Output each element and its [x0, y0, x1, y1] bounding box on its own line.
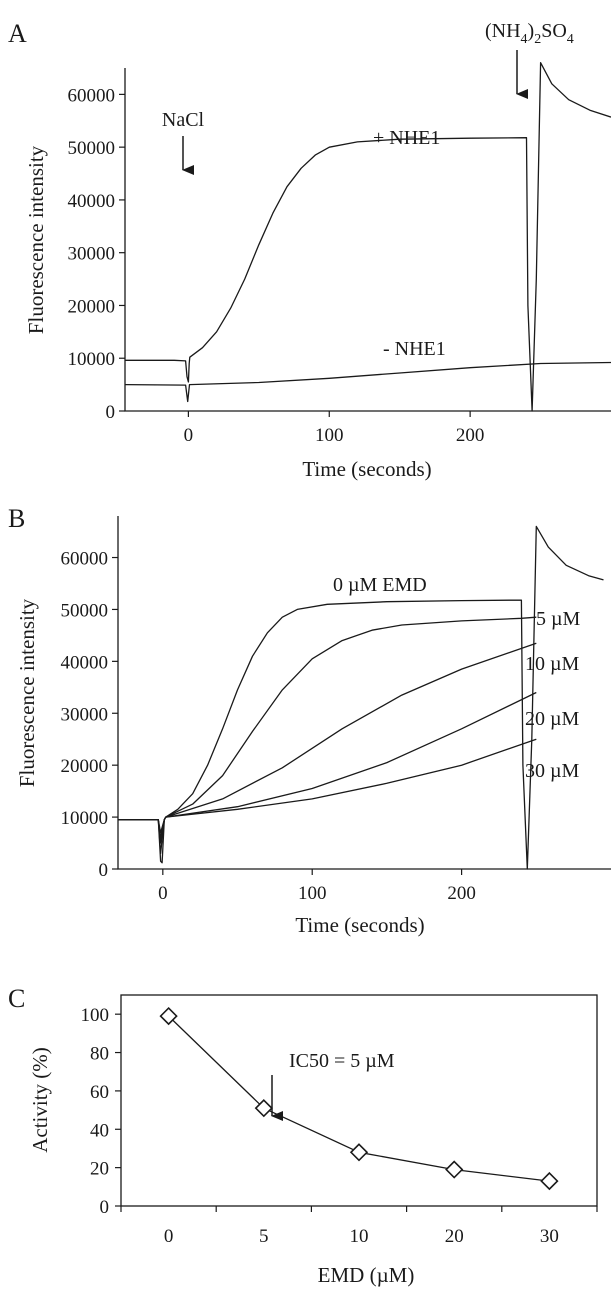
y-tick-label: 0 [106, 402, 116, 423]
data-point-diamond [254, 1099, 273, 1118]
y-tick-label: 0 [100, 1197, 110, 1218]
panel-c-y-ticks: 0 20 40 60 80 100 [81, 1005, 121, 1218]
y-tick-label: 40000 [61, 652, 109, 673]
panel-b-axes [117, 516, 611, 870]
series-label-minus-nhe1: - NHE1 [383, 338, 446, 360]
panel-c-y-axis-title: Activity (%) [28, 1047, 52, 1153]
y-tick-label: 80 [90, 1044, 109, 1065]
panel-b-y-axis-title: Fluorescence intensity [15, 598, 39, 787]
panel-c-series [159, 1006, 559, 1191]
panel-b-x-axis-title: Time (seconds) [295, 913, 424, 937]
series-label-0um-emd: 0 µM EMD [333, 574, 427, 596]
y-tick-label: 10000 [61, 808, 109, 829]
series-line-2 [118, 642, 537, 844]
nacl-label: NaCl [162, 109, 205, 131]
ic50-label: IC50 = 5 µM [289, 1050, 395, 1072]
y-tick-label: 60 [90, 1082, 109, 1103]
y-tick-label: 60000 [61, 549, 109, 570]
series-label-5um: 5 µM [536, 608, 581, 630]
y-tick-label: 50000 [61, 600, 109, 621]
panel-b-y-ticks: 0 10000 20000 30000 40000 50000 60000 [61, 549, 118, 881]
x-tick-label: 0 [158, 883, 168, 904]
panel-c-x-ticks: 0 5 10 20 30 [120, 1206, 598, 1247]
panel-c-letter: C [8, 984, 25, 1013]
data-point-diamond [159, 1006, 178, 1026]
series-line-1 [118, 616, 537, 855]
panel-a-axes [124, 68, 611, 412]
x-tick-label: 100 [315, 425, 344, 446]
y-tick-label: 30000 [61, 704, 109, 725]
series-label-10um: 10 µM [525, 653, 580, 675]
y-tick-label: 30000 [68, 244, 116, 265]
x-tick-label: 0 [184, 425, 194, 446]
series-label-30um: 30 µM [525, 760, 580, 782]
y-tick-label: 20000 [68, 296, 116, 317]
y-tick-label: 50000 [68, 138, 116, 159]
panel-c-frame [120, 994, 598, 1207]
x-tick-label: 5 [259, 1226, 269, 1247]
y-tick-label: 40000 [68, 191, 116, 212]
y-tick-label: 20000 [61, 756, 109, 777]
data-point-diamond [540, 1171, 559, 1191]
series-line-4 [118, 738, 537, 834]
panel-a-x-ticks: 0 100 200 [184, 411, 485, 446]
panel-b-series [118, 525, 604, 870]
x-tick-label: 200 [456, 425, 485, 446]
series-label-20um: 20 µM [525, 708, 580, 730]
series-line-1 [124, 361, 611, 403]
y-tick-label: 40 [90, 1120, 109, 1141]
panel-c-x-axis-title: EMD (µM) [318, 1263, 415, 1287]
y-tick-label: 0 [99, 860, 109, 881]
panel-a: A 0 10000 20000 30000 40000 50000 60000 0 100 20… [8, 19, 611, 481]
panel-a-y-axis-title: Fluorescence intensity [24, 145, 48, 334]
x-tick-label: 10 [350, 1226, 369, 1247]
panel-a-y-ticks: 0 10000 20000 30000 40000 50000 60000 [68, 85, 125, 423]
x-tick-label: 30 [540, 1226, 559, 1247]
ammonium-sulfate-label: (NH4)2SO4 [485, 20, 574, 47]
panel-a-letter: A [8, 19, 27, 48]
data-point-diamond [445, 1160, 464, 1179]
x-tick-label: 100 [298, 883, 327, 904]
panel-c: C 0 20 40 60 80 100 0 5 10 20 30 Activity (%) EMD… [8, 984, 598, 1287]
panel-b-letter: B [8, 504, 25, 533]
x-tick-label: 20 [445, 1226, 464, 1247]
x-tick-label: 200 [447, 883, 476, 904]
panel-a-x-axis-title: Time (seconds) [302, 457, 431, 481]
panel-a-series [124, 62, 611, 412]
y-tick-label: 60000 [68, 85, 116, 106]
panel-b: B 0 10000 20000 30000 40000 50000 60000 0 100 20… [8, 504, 611, 937]
y-tick-label: 10000 [68, 349, 116, 370]
series-label-plus-nhe1: + NHE1 [373, 127, 440, 149]
data-point-diamond [349, 1143, 369, 1162]
panel-b-x-ticks: 0 100 200 [158, 869, 476, 904]
y-tick-label: 20 [90, 1159, 109, 1180]
y-tick-label: 100 [81, 1005, 110, 1026]
x-tick-label: 0 [164, 1226, 174, 1247]
series-line-0 [125, 62, 611, 412]
